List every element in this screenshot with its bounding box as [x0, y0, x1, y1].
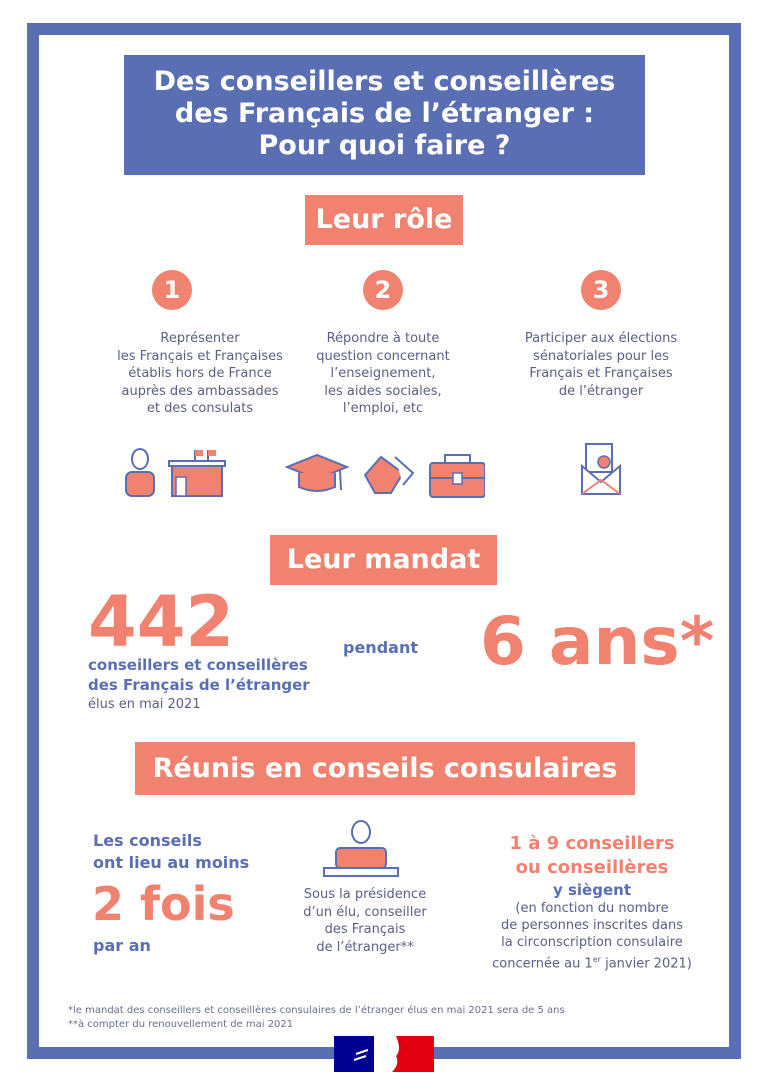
embassy-building-icon [168, 450, 226, 497]
text-line: d’un élu, conseiller [303, 904, 427, 920]
text-line: ont lieu au moins [93, 853, 250, 872]
text-line: 1 à 9 conseillers [509, 833, 675, 854]
text-line: concernée au 1er janvier 2021) [472, 951, 712, 972]
text-line: (en fonction du nombre [515, 901, 669, 916]
text-line: la circonscription consulaire [501, 935, 683, 950]
text-line: ou conseillères [515, 857, 669, 878]
presidency-text: Sous la présidence d’un élu, conseiller de… [265, 886, 465, 956]
text-part: concernée au 1 [492, 956, 593, 972]
meeting-frequency-text: Les conseils ont lieu au moins [93, 830, 249, 874]
section-heading-conseils: Réunis en conseils consulaires [135, 742, 635, 795]
page-title: Des conseillers et conseillères des Fran… [124, 55, 645, 175]
text-line: Sous la présidence [303, 887, 427, 902]
text-line: de l’étranger [558, 383, 644, 399]
text-line: y siègent [552, 881, 631, 899]
handshake-icon [363, 455, 415, 494]
marianne-logo [334, 1036, 434, 1072]
title-line: des Français de l’étranger : [174, 98, 595, 129]
step-number: 2 [363, 270, 403, 310]
text-line: conseillers et conseillères [88, 656, 308, 674]
text-line: de l’étranger** [316, 939, 414, 955]
text-line: l’enseignement, [330, 366, 436, 381]
text-line: des Français de l’étranger [88, 676, 310, 694]
text-line: des Français [324, 922, 406, 937]
text-line: sénatoriales pour les [533, 348, 669, 364]
text-line: Les conseils [93, 831, 202, 850]
text-line: Français et Françaises [529, 366, 673, 381]
section-heading-role: Leur rôle [305, 195, 463, 245]
graduation-cap-icon [285, 453, 485, 498]
text-line: les aides sociales, [324, 383, 442, 399]
mandate-duration: 6 ans* [480, 603, 715, 680]
briefcase-icon [429, 454, 485, 498]
superscript: er [592, 955, 601, 964]
president-desk-icon [323, 820, 399, 877]
title-line: Pour quoi faire ? [258, 130, 511, 161]
text-line: l’emploi, etc [342, 401, 424, 416]
text-line: Représenter [160, 331, 240, 346]
title-line: Des conseillers et conseillères [153, 66, 616, 97]
text-line: établis hors de France [128, 366, 272, 381]
text-line: et des consulats [146, 401, 254, 416]
election-date: élus en mai 2021 [88, 697, 201, 712]
text-line: les Français et Françaises [117, 348, 283, 364]
text-line: question concernant [316, 348, 450, 364]
councillor-count: 442 [88, 581, 235, 663]
text-line: de personnes inscrites dans [500, 918, 684, 933]
text-line: Répondre à toute [326, 331, 440, 346]
step-number: 3 [581, 270, 621, 310]
role-text-3: Participer aux élections sénatoriales pou… [501, 330, 701, 400]
per-year-label: par an [93, 936, 151, 955]
footnote-1: *le mandat des conseillers et conseillèr… [68, 1005, 565, 1016]
text-line: auprès des ambassades [121, 383, 279, 399]
role-text-2: Répondre à toute question concernant l’ens… [283, 330, 483, 418]
section-heading-mandat: Leur mandat [270, 535, 497, 585]
meeting-count: 2 fois [92, 877, 235, 931]
footnote-2: **à compter du renouvellement de mai 202… [68, 1019, 294, 1030]
pendant-label: pendant [343, 638, 418, 657]
poster-frame [27, 23, 741, 1059]
role-text-1: Représenter les Français et Françaises éta… [100, 330, 300, 418]
text-line: Participer aux élections [524, 331, 678, 346]
seats-info: 1 à 9 conseillers ou conseillères y sièg… [472, 832, 712, 972]
count-description: conseillers et conseillères des Français… [88, 655, 310, 695]
text-part: janvier 2021) [600, 956, 692, 972]
ballot-envelope-icon [581, 443, 621, 495]
person-icon [125, 448, 226, 497]
step-number: 1 [152, 270, 192, 310]
